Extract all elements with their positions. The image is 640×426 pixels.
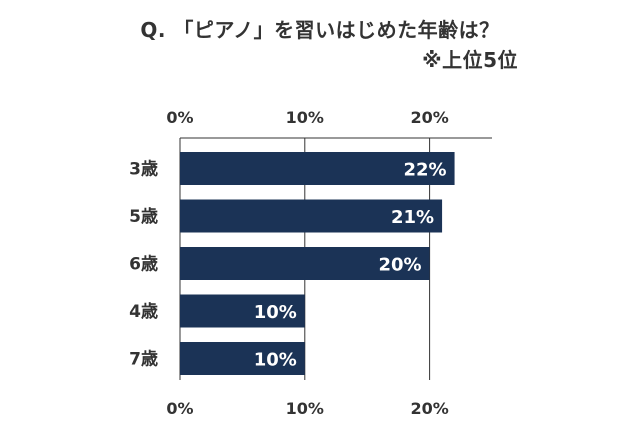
bar-value-label: 20% (379, 255, 422, 276)
bar (180, 199, 443, 233)
bar-value-label: 10% (254, 302, 297, 323)
x-tick-label-bottom: 10% (286, 399, 324, 418)
bar-value-label: 10% (254, 350, 297, 371)
category-label: 4歳 (129, 301, 158, 322)
category-label: 7歳 (129, 349, 158, 370)
x-tick-label-bottom: 0% (166, 399, 193, 418)
bar (180, 247, 430, 280)
bar (180, 152, 455, 185)
chart-title: Q. 「ピアノ」を習いはじめた年齢は？ (140, 18, 500, 42)
bar-value-label: 22% (403, 160, 446, 181)
chart-subtitle: ※上位5位 (422, 48, 518, 72)
x-tick-label-top: 20% (410, 108, 448, 127)
bar (180, 294, 305, 328)
category-label: 3歳 (129, 159, 158, 180)
x-tick-label-top: 0% (166, 108, 193, 127)
bar-value-label: 21% (391, 207, 434, 228)
x-tick-label-top: 10% (286, 108, 324, 127)
category-label: 6歳 (129, 254, 158, 275)
x-tick-label-bottom: 20% (410, 399, 448, 418)
category-label: 5歳 (129, 206, 158, 227)
bar (180, 342, 305, 375)
